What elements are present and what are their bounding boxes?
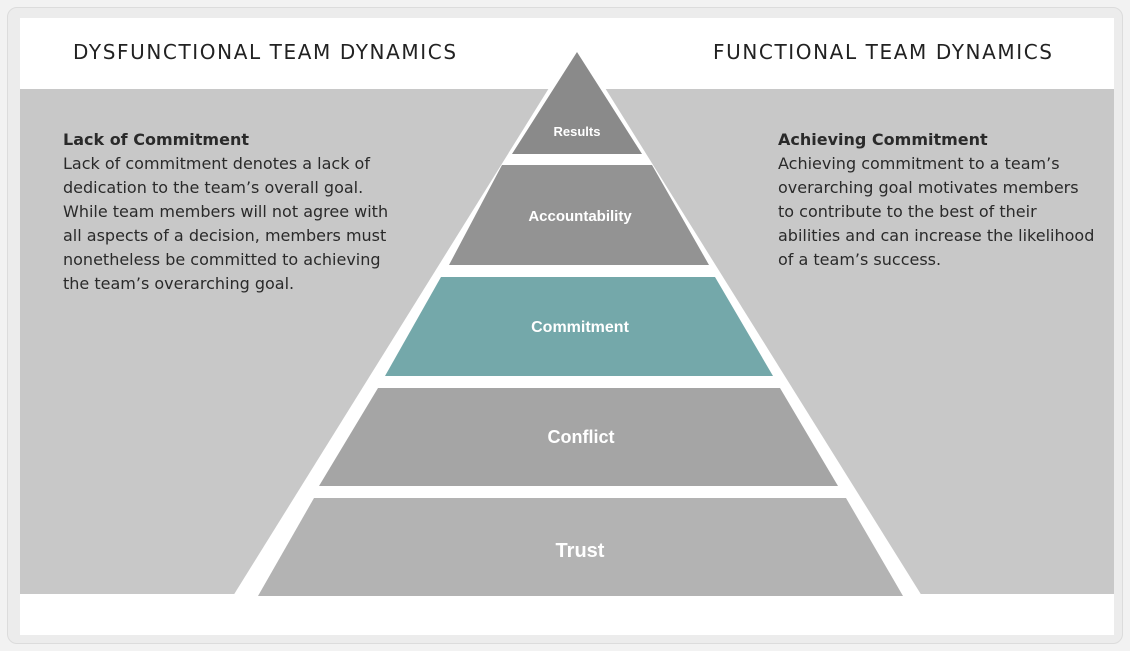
achieving-commitment-title: Achieving Commitment	[778, 130, 988, 149]
pyramid-tier-conflict: Conflict	[319, 388, 838, 486]
pyramid-tier-commitment: Commitment	[385, 277, 773, 376]
achieving-commitment-panel: Achieving Commitment Achieving commitmen…	[778, 128, 1098, 272]
tier-conflict-shape	[319, 388, 838, 486]
functional-heading: FUNCTIONAL TEAM DYNAMICS	[713, 40, 1054, 64]
lack-of-commitment-panel: Lack of Commitment Lack of commitment de…	[63, 128, 408, 296]
tier-trust-shape	[258, 498, 903, 596]
tier-conflict-label: Conflict	[548, 427, 615, 447]
tier-commitment-label: Commitment	[531, 319, 629, 336]
dysfunctional-heading: DYSFUNCTIONAL TEAM DYNAMICS	[73, 40, 458, 64]
tier-commitment-shape	[385, 277, 773, 376]
tier-results-shape	[512, 52, 642, 154]
tier-results-label: Results	[554, 124, 601, 139]
pyramid-tier-results: Results	[512, 52, 642, 154]
lack-of-commitment-title: Lack of Commitment	[63, 130, 249, 149]
pyramid-tier-accountability: Accountability	[449, 165, 709, 265]
tier-trust-label: Trust	[556, 540, 605, 562]
lack-of-commitment-body: Lack of commitment denotes a lack of ded…	[63, 154, 389, 293]
achieving-commitment-body: Achieving commitment to a team’s overarc…	[778, 154, 1095, 269]
tier-accountability-shape	[449, 165, 709, 265]
pyramid-tier-trust: Trust	[258, 498, 903, 596]
tier-accountability-label: Accountability	[528, 208, 632, 225]
